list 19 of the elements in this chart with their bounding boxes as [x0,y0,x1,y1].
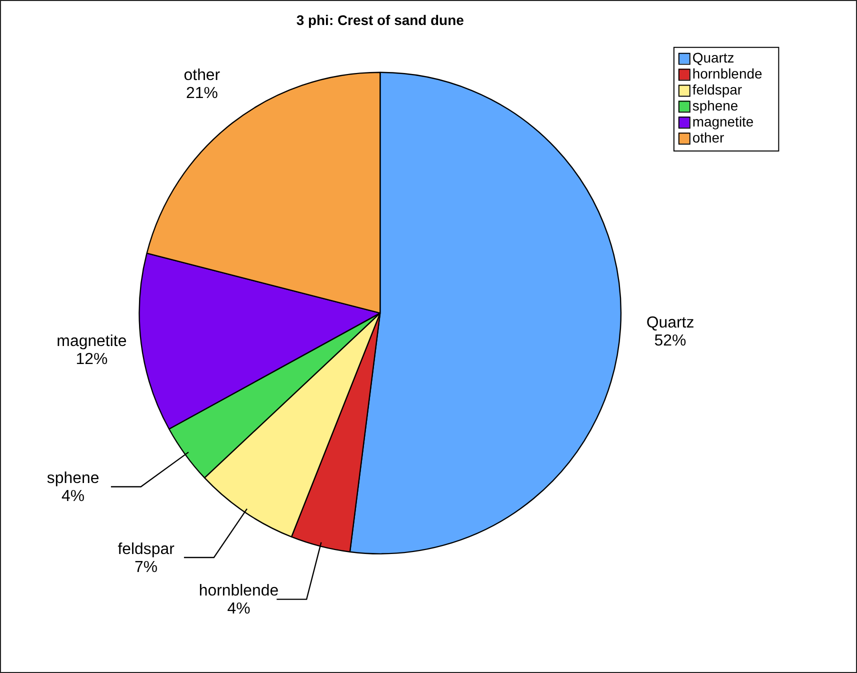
data-label: 4% [62,488,85,506]
slice-label: magnetite [56,332,127,350]
legend-label: feldspar [692,82,742,98]
slice-label: Quartz [646,314,694,332]
data-label: 12% [76,350,108,368]
legend-label: sphene [692,98,738,114]
legend-label: hornblende [692,66,762,82]
legend-label: Quartz [692,50,734,66]
data-label: 4% [227,600,250,618]
data-label: 52% [654,332,686,350]
slice-label: feldspar [118,540,176,558]
legend-label: other [692,129,725,146]
legend-label: magnetite [692,113,754,130]
slice-label: other [184,66,221,84]
slice-label: hornblende [198,582,279,600]
slice-label: sphene [46,470,100,488]
data-label: 7% [134,558,158,576]
data-label: 21% [186,84,218,102]
chart-title: 3 phi: Crest of sand dune [296,12,464,28]
